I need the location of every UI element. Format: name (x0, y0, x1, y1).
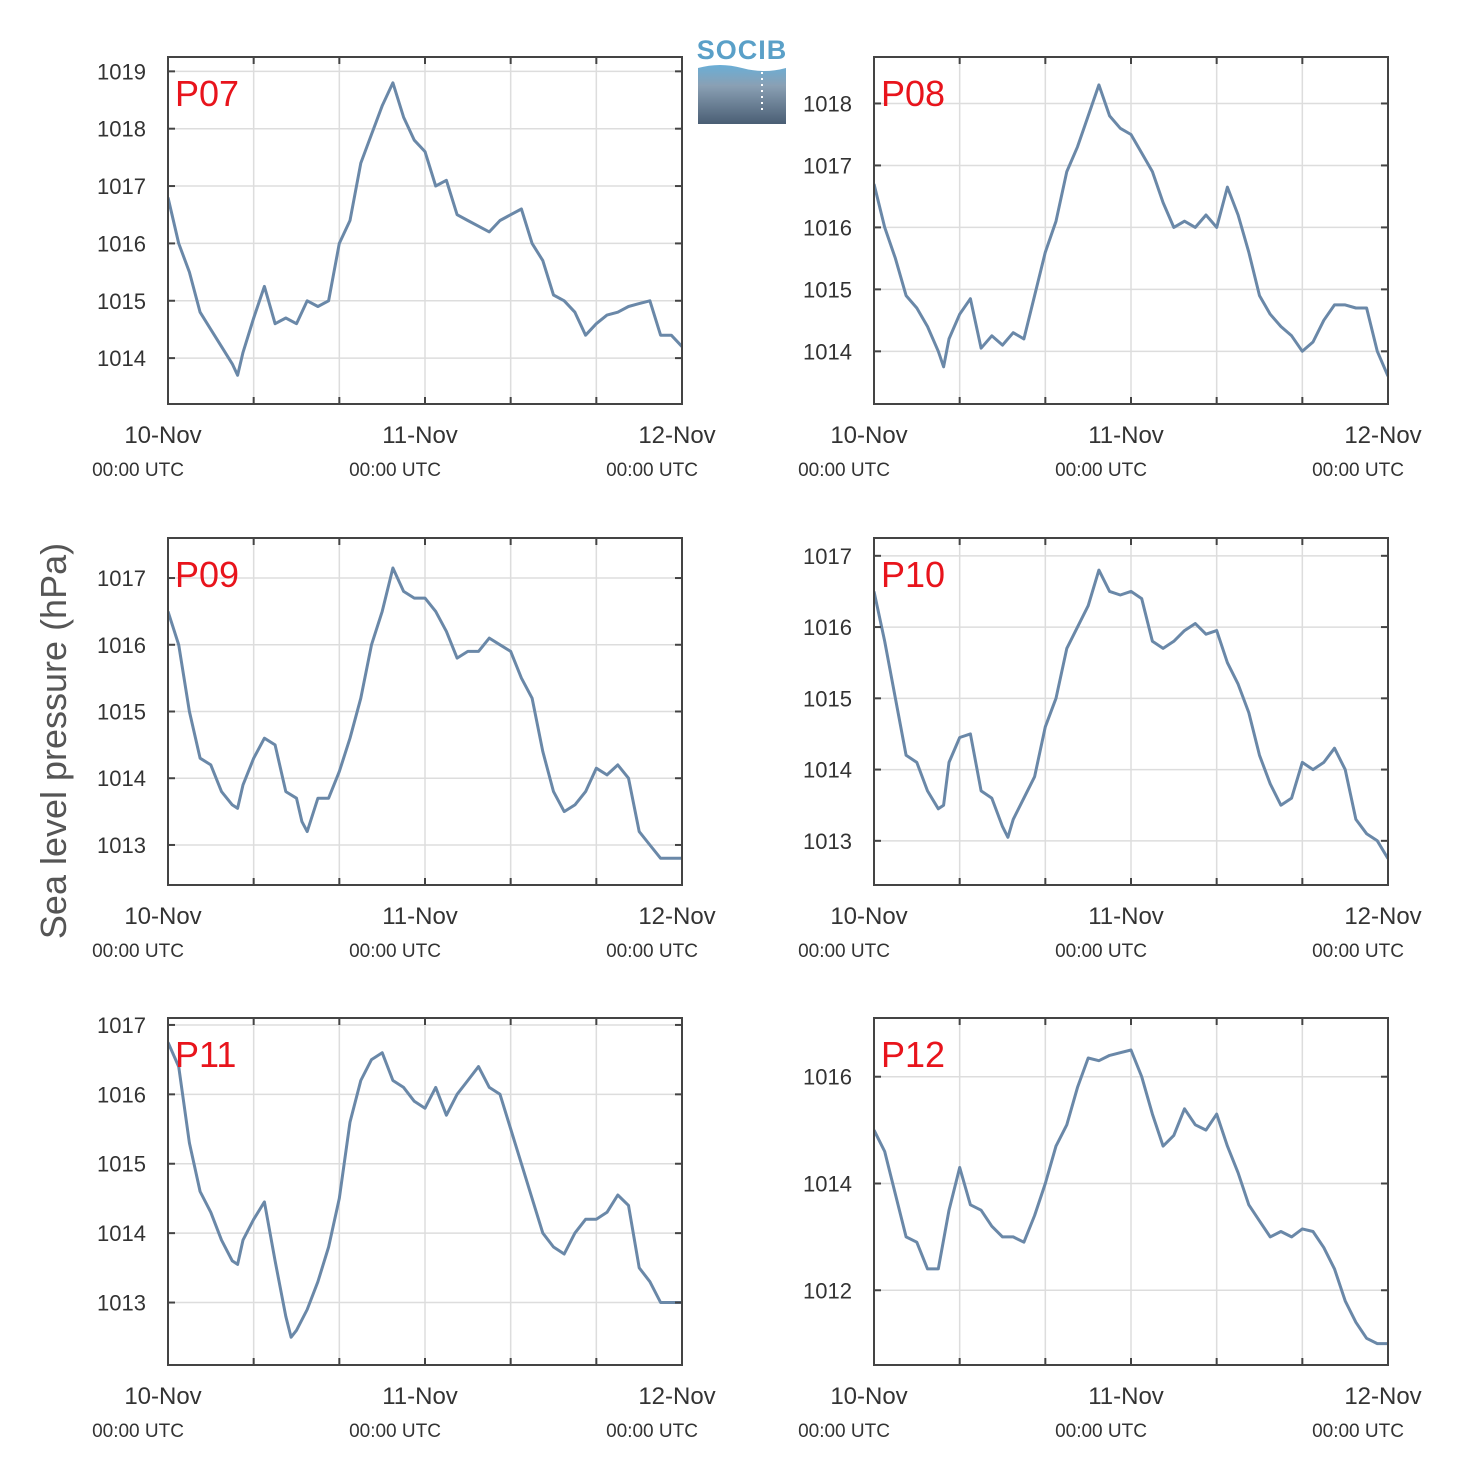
series-line-p07 (168, 81, 682, 377)
panel-label-p08: P08 (881, 73, 945, 114)
socib-logo: SOCIB (697, 35, 788, 124)
x-tick-time-label: 00:00 UTC (1055, 1421, 1147, 1442)
series-line-p08 (874, 83, 1388, 377)
x-tick-time-label: 00:00 UTC (606, 460, 698, 481)
x-tick-time-label: 00:00 UTC (1312, 1421, 1404, 1442)
panel-p11: 1013 1014 1015 1016 1017 10-Nov 00:00 UTC 11-No… (92, 1013, 716, 1442)
y-tick-label: 1014 (97, 1221, 146, 1246)
panel-label-p07: P07 (175, 73, 239, 114)
x-tick-date-label: 12-Nov (1344, 903, 1421, 930)
y-tick-label: 1016 (97, 231, 146, 256)
panel-p08: 1014 1015 1016 1017 1018 10-Nov 00:00 UTC 11-No… (798, 56, 1422, 481)
y-tick-label: 1015 (97, 289, 146, 314)
y-tick-label: 1017 (97, 1013, 146, 1038)
panel-p10: 1013 1014 1015 1016 1017 10-Nov 00:00 UTC 11-No… (798, 537, 1422, 962)
x-tick-date-label: 10-Nov (124, 903, 201, 930)
y-tick-label: 1015 (803, 277, 852, 302)
y-tick-label: 1015 (803, 686, 852, 711)
y-axis-label: Sea level pressure (hPa) (33, 543, 74, 939)
y-tick-label: 1015 (97, 700, 146, 725)
x-tick-time-label: 00:00 UTC (92, 941, 184, 962)
series-line-p12 (874, 1048, 1388, 1346)
y-tick-label: 1017 (803, 544, 852, 569)
y-tick-label: 1013 (97, 1291, 146, 1316)
x-tick-time-label: 00:00 UTC (92, 1421, 184, 1442)
y-tick-label: 1019 (97, 59, 146, 84)
y-tick-label: 1016 (97, 633, 146, 658)
y-tick-label: 1018 (97, 117, 146, 142)
x-tick-date-label: 10-Nov (124, 1383, 201, 1410)
x-tick-date-label: 11-Nov (382, 903, 458, 930)
x-tick-date-label: 10-Nov (830, 903, 907, 930)
panel-label-p09: P09 (175, 554, 239, 595)
x-tick-date-label: 12-Nov (638, 903, 715, 930)
series-line-p09 (168, 566, 682, 860)
panel-label-p11: P11 (175, 1034, 236, 1075)
y-tick-label: 1016 (97, 1082, 146, 1107)
y-tick-label: 1014 (97, 346, 146, 371)
x-tick-time-label: 00:00 UTC (1312, 941, 1404, 962)
y-tick-label: 1014 (803, 339, 852, 364)
y-tick-label: 1016 (803, 615, 852, 640)
x-tick-time-label: 00:00 UTC (1055, 941, 1147, 962)
panel-p07: 1014 1015 1016 1017 1018 1019 10-Nov 00:00 UTC 1… (92, 56, 716, 481)
panel-p09: 1013 1014 1015 1016 1017 10-Nov 00:00 UTC 11-No… (92, 537, 716, 962)
x-tick-time-label: 00:00 UTC (798, 941, 890, 962)
x-tick-date-label: 11-Nov (1088, 1383, 1164, 1410)
x-tick-date-label: 11-Nov (382, 1383, 458, 1410)
x-tick-time-label: 00:00 UTC (798, 1421, 890, 1442)
y-tick-label: 1017 (97, 174, 146, 199)
x-tick-time-label: 00:00 UTC (606, 941, 698, 962)
x-tick-date-label: 12-Nov (1344, 1383, 1421, 1410)
panel-label-p10: P10 (881, 554, 945, 595)
x-tick-time-label: 00:00 UTC (798, 460, 890, 481)
x-tick-date-label: 11-Nov (382, 422, 458, 449)
x-tick-time-label: 00:00 UTC (606, 1421, 698, 1442)
y-tick-label: 1018 (803, 91, 852, 116)
y-tick-label: 1017 (803, 153, 852, 178)
y-tick-label: 1013 (803, 829, 852, 854)
y-tick-label: 1015 (97, 1152, 146, 1177)
y-tick-label: 1014 (803, 1171, 852, 1196)
x-tick-date-label: 10-Nov (830, 422, 907, 449)
x-tick-date-label: 12-Nov (1344, 422, 1421, 449)
x-tick-time-label: 00:00 UTC (349, 460, 441, 481)
x-tick-date-label: 12-Nov (638, 1383, 715, 1410)
y-tick-label: 1014 (97, 766, 146, 791)
y-tick-label: 1016 (803, 1065, 852, 1090)
x-tick-date-label: 11-Nov (1088, 903, 1164, 930)
x-tick-time-label: 00:00 UTC (92, 460, 184, 481)
x-tick-date-label: 12-Nov (638, 422, 715, 449)
logo-wave-icon (698, 65, 786, 124)
y-tick-label: 1013 (97, 833, 146, 858)
y-tick-label: 1012 (803, 1278, 852, 1303)
x-tick-time-label: 00:00 UTC (1312, 460, 1404, 481)
x-tick-time-label: 00:00 UTC (349, 941, 441, 962)
series-line-p11 (168, 1041, 682, 1339)
y-tick-label: 1016 (803, 215, 852, 240)
x-tick-time-label: 00:00 UTC (1055, 460, 1147, 481)
x-tick-date-label: 11-Nov (1088, 422, 1164, 449)
panel-label-p12: P12 (881, 1034, 945, 1075)
panel-p12: 1012 1014 1016 10-Nov 00:00 UTC 11-Nov 00:00 U… (798, 1017, 1422, 1442)
x-tick-date-label: 10-Nov (124, 422, 201, 449)
series-line-p10 (874, 568, 1388, 860)
y-tick-label: 1014 (803, 758, 852, 783)
x-tick-time-label: 00:00 UTC (349, 1421, 441, 1442)
y-tick-label: 1017 (97, 566, 146, 591)
x-tick-date-label: 10-Nov (830, 1383, 907, 1410)
logo-text: SOCIB (697, 35, 788, 65)
